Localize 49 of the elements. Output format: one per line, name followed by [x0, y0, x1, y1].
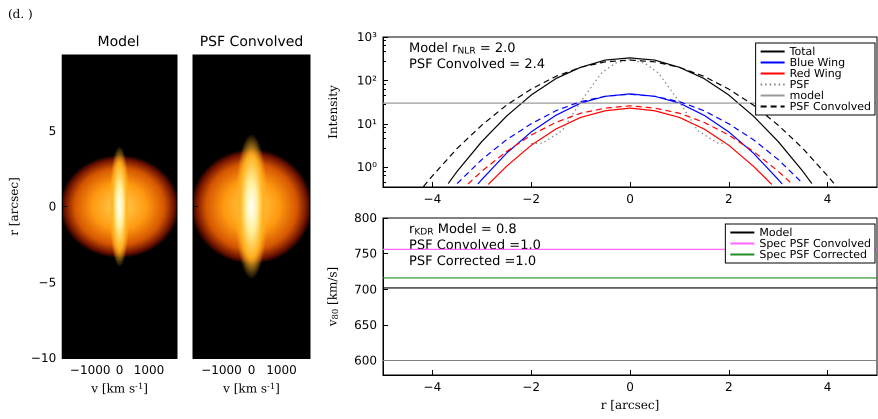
legend-label: PSF Convolved	[790, 100, 872, 113]
legend-label: model	[790, 89, 824, 102]
x-tick-label: 0	[626, 380, 634, 394]
chart-title: Model	[97, 34, 140, 50]
x-tick-label: 1000	[266, 363, 297, 377]
x-tick-label: 0	[626, 192, 634, 206]
y-axis-title: Intensity	[326, 84, 340, 139]
x-axis-title: r [arcsec]	[600, 398, 660, 412]
annotation: rKDR Model = 0.8	[409, 222, 517, 238]
chart-title: PSF Convolved	[200, 34, 304, 50]
legend-label: Model	[759, 226, 792, 239]
annotation: PSF Convolved = 2.4	[409, 57, 546, 72]
x-tick-label: 0	[116, 363, 124, 377]
x-tick-label: −4	[424, 192, 442, 206]
annotation: PSF Corrected =1.0	[409, 254, 536, 269]
x-tick-label: 2	[724, 192, 733, 206]
y-tick-label: −5	[38, 275, 56, 290]
legend-label: Spec PSF Convolved	[759, 237, 871, 250]
annotation: PSF Convolved =1.0	[409, 238, 541, 253]
x-tick-label: 1000	[134, 363, 164, 377]
y-tick-label: −10	[30, 351, 56, 365]
y-tick-label: 5	[48, 124, 56, 138]
legend-label: PSF	[790, 78, 810, 91]
x-tick-label: 2	[724, 380, 733, 394]
x-tick-label: −4	[424, 380, 442, 394]
legend-label: Spec PSF Corrected	[759, 248, 867, 261]
x-tick-label: −1000	[70, 363, 110, 377]
y-tick-label: 10³	[356, 30, 378, 44]
y-tick-label: 600	[354, 354, 377, 368]
text: (d. )	[8, 7, 33, 21]
y-tick-label: 700	[354, 282, 377, 296]
annotation: Model rNLR = 2.0	[409, 41, 516, 56]
legend-label: Blue Wing	[790, 56, 846, 69]
legend-label: Red Wing	[790, 67, 842, 80]
y-axis-title: r [arcsec]	[7, 177, 21, 236]
y-tick-label: 750	[354, 246, 377, 261]
y-tick-label: 10⁰	[356, 160, 378, 174]
y-axis-title: v80 [km/s]	[325, 266, 340, 328]
y-tick-label: 650	[354, 318, 377, 332]
legend-label: Total	[788, 45, 816, 58]
x-tick-label: −1000	[201, 363, 242, 377]
x-tick-label: −2	[522, 192, 540, 206]
y-tick-label: 10¹	[356, 116, 378, 131]
x-tick-label: 4	[824, 380, 832, 394]
y-tick-label: 800	[354, 211, 377, 225]
x-tick-label: 0	[248, 363, 256, 377]
x-tick-label: 4	[824, 192, 832, 206]
y-tick-label: 10²	[356, 73, 378, 88]
x-tick-label: −2	[522, 380, 540, 394]
